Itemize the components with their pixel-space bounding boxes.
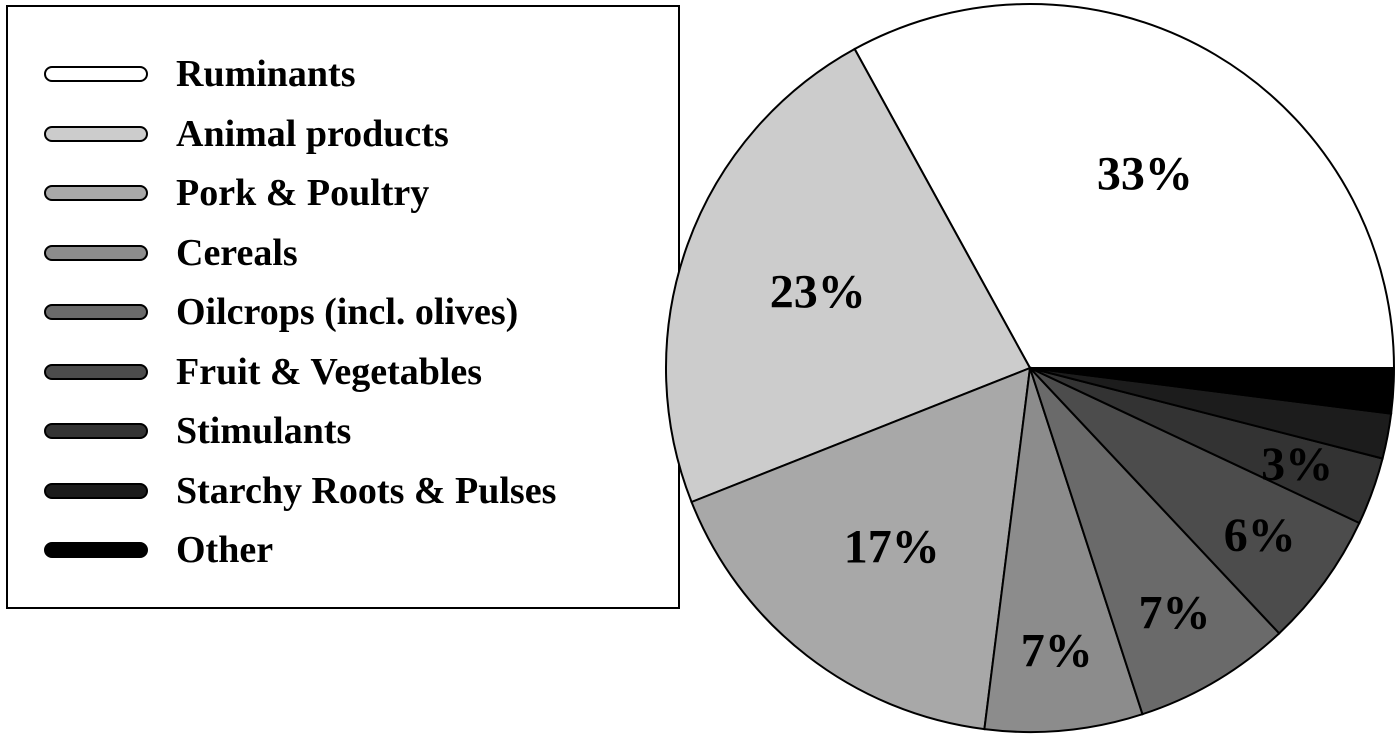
- legend-item-fruit-and-vegetables: Fruit & Vegetables: [44, 350, 483, 393]
- slice-label-fruit-and-vegetables: 6%: [1224, 509, 1296, 562]
- legend-item-stimulants: Stimulants: [44, 410, 352, 452]
- legend-swatch: [44, 482, 148, 499]
- legend-swatch: [44, 244, 148, 261]
- slice-label-oilcrops-incl-olives: 7%: [1139, 586, 1211, 639]
- legend-label: Fruit & Vegetables: [176, 350, 483, 393]
- slice-label-ruminants: 33%: [1097, 148, 1193, 201]
- legend-label: Ruminants: [176, 53, 356, 95]
- slice-label-animal-products: 23%: [770, 266, 866, 319]
- legend-swatch: [44, 185, 148, 201]
- legend-swatch: [44, 304, 148, 320]
- legend-item-oilcrops-incl-olives: Oilcrops (incl. olives): [44, 291, 519, 333]
- slice-label-pork-and-poultry: 17%: [844, 520, 940, 573]
- legend-item-animal-products: Animal products: [44, 112, 449, 155]
- legend-label: Starchy Roots & Pulses: [176, 469, 557, 512]
- legend-item-starchy-roots-and-pulses: Starchy Roots & Pulses: [44, 469, 557, 512]
- legend-label: Animal products: [176, 112, 449, 155]
- legend-swatch: [44, 66, 148, 82]
- pie-slice-other: [1029, 367, 1396, 415]
- legend-item-cereals: Cereals: [44, 231, 298, 274]
- legend-swatch: [44, 125, 148, 142]
- legend-swatch: [44, 363, 148, 380]
- legend-item-ruminants: Ruminants: [44, 53, 356, 95]
- legend-label: Pork & Poultry: [176, 172, 430, 214]
- legend: Ruminants Animal products Pork & Poultry Ce…: [6, 5, 680, 609]
- pie-slice-ruminants: [853, 3, 1396, 369]
- legend-item-pork-and-poultry: Pork & Poultry: [44, 172, 430, 214]
- legend-swatch: [44, 423, 148, 439]
- pie-slice-fruit-and-vegetables: [1029, 367, 1361, 635]
- legend-label: Cereals: [176, 231, 298, 274]
- pie-slice-pork-and-poultry: [690, 366, 1032, 731]
- pie-slice-oilcrops-incl-olives: [1029, 367, 1281, 716]
- slice-label-cereals: 7%: [1021, 625, 1093, 678]
- legend-swatch: [44, 542, 148, 558]
- pie-slice-animal-products: [665, 47, 1032, 504]
- legend-label: Stimulants: [176, 410, 352, 452]
- legend-item-other: Other: [44, 529, 274, 571]
- slice-label-stimulants: 3%: [1261, 438, 1333, 491]
- legend-label: Oilcrops (incl. olives): [176, 291, 519, 333]
- pie-slice-cereals: [983, 367, 1144, 733]
- legend-label: Other: [176, 529, 274, 571]
